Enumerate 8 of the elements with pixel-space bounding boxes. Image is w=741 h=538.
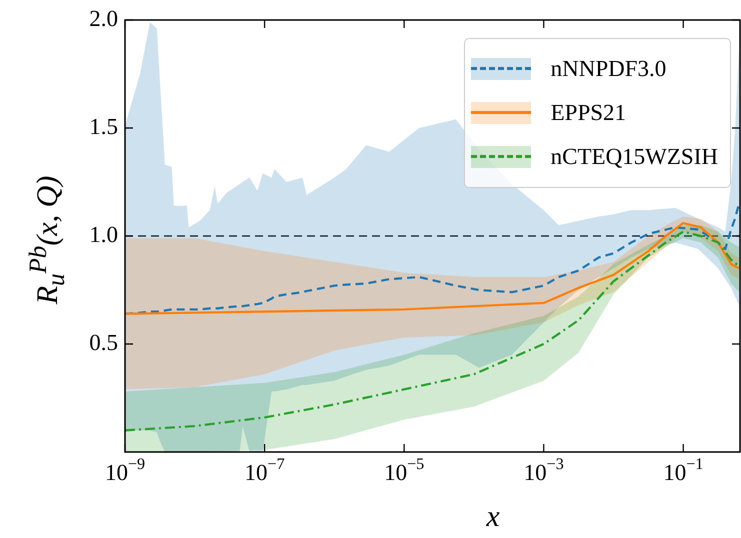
legend-label: nCTEQ15WZSIH: [550, 144, 718, 170]
x-axis-title: x: [486, 500, 500, 534]
legend-label: nNNPDF3.0: [550, 56, 666, 82]
y-tick-label: 1.5: [89, 114, 118, 140]
legend-label: EPPS21: [550, 100, 626, 126]
y-tick-label: 0.5: [89, 330, 118, 356]
y-tick-label: 1.0: [89, 222, 118, 248]
y-tick-label: 2.0: [89, 6, 118, 32]
